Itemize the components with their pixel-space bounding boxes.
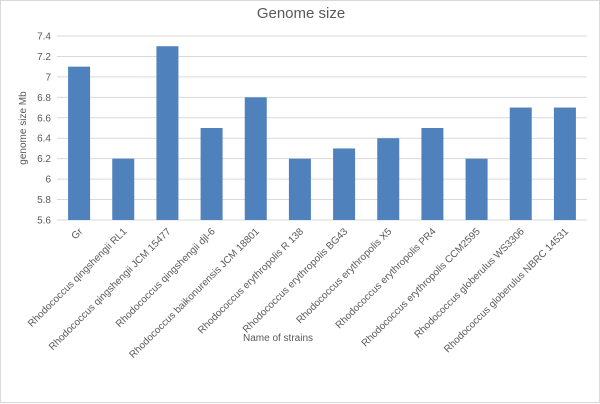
y-tick-label: 7.4 bbox=[37, 32, 51, 43]
y-tick-label: 7.2 bbox=[37, 52, 51, 63]
gridlines bbox=[57, 35, 587, 221]
bar bbox=[200, 128, 223, 220]
bar bbox=[68, 66, 91, 221]
y-tick-label: 5.8 bbox=[37, 195, 51, 206]
bar bbox=[509, 107, 532, 220]
bars bbox=[68, 46, 576, 221]
bar bbox=[288, 158, 311, 220]
chart-title: Genome size bbox=[257, 5, 345, 22]
y-tick-label: 6.2 bbox=[37, 154, 51, 165]
y-axis-label: genome size Mb bbox=[18, 91, 29, 165]
bar bbox=[112, 158, 135, 220]
bar bbox=[156, 46, 179, 220]
y-tick-label: 6.8 bbox=[37, 93, 51, 104]
y-tick-label: 6.6 bbox=[37, 113, 51, 124]
bar bbox=[465, 158, 488, 220]
x-axis-label: Name of strains bbox=[243, 333, 313, 344]
y-tick-label: 7 bbox=[45, 72, 51, 83]
y-tick-label: 5.6 bbox=[37, 216, 51, 227]
y-tick-label: 6 bbox=[45, 175, 51, 186]
bar bbox=[421, 128, 444, 220]
bar bbox=[333, 148, 356, 220]
bar bbox=[244, 97, 267, 220]
y-tick-label: 6.4 bbox=[37, 134, 51, 145]
x-tick-label: Gr bbox=[70, 226, 86, 242]
y-axis-ticks: 5.6 5.8 6 6.2 6.4 6.6 6.8 7 7.2 7.4 bbox=[37, 32, 51, 227]
bar bbox=[553, 107, 576, 220]
bar bbox=[377, 138, 400, 220]
